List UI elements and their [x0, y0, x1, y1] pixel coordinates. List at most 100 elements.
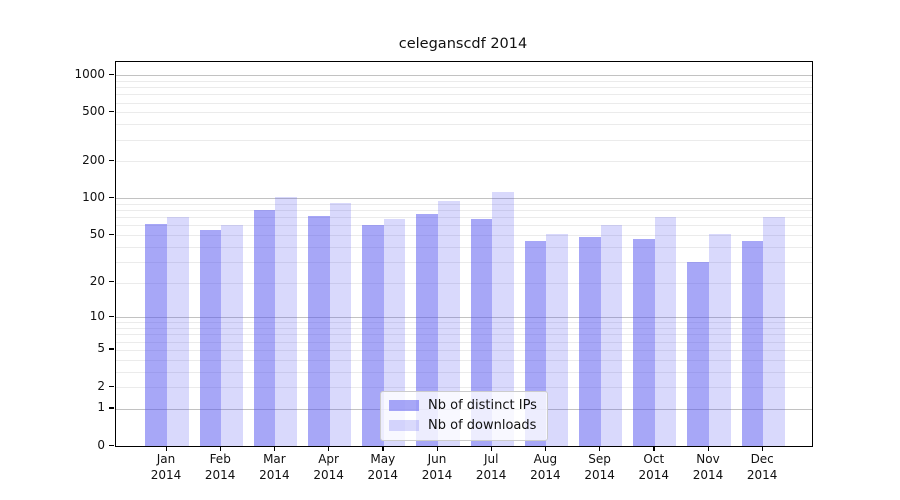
bar-distinct-ips-oct: [633, 239, 655, 446]
x-tick-mark: [544, 446, 547, 451]
x-tick-mark: [490, 446, 492, 451]
x-tick-label: Nov 2014: [692, 452, 724, 482]
gridline-minor: [116, 217, 812, 219]
gridline-minor: [116, 261, 812, 263]
gridline-minor: [116, 341, 812, 343]
legend-item-downloads: Nb of downloads: [389, 418, 537, 433]
x-tick-label: Dec 2014: [746, 452, 778, 482]
x-tick-label: Sep 2014: [584, 452, 615, 482]
x-tick-label: Aug 2014: [530, 452, 561, 482]
gridline-minor: [116, 87, 812, 89]
bar-downloads-sep: [600, 225, 623, 446]
gridline-minor: [116, 334, 812, 336]
gridline-minor: [116, 387, 812, 388]
legend-item-distinct-ips: Nb of distinct IPs: [389, 398, 537, 413]
y-tick-mark: [109, 348, 114, 350]
x-tick-mark: [599, 446, 601, 451]
bar-downloads-jul: [492, 192, 514, 446]
legend: Nb of distinct IPs Nb of downloads: [380, 391, 548, 441]
x-tick-mark: [219, 446, 221, 451]
x-tick-mark: [707, 446, 709, 451]
bar-distinct-ips-jun: [416, 213, 438, 446]
gridline-minor: [116, 112, 812, 114]
y-tick-label: 500: [82, 103, 105, 118]
gridline-minor: [116, 124, 812, 126]
bar-distinct-ips-nov: [687, 261, 709, 446]
bar-downloads-jun: [438, 201, 460, 446]
gridline-minor: [116, 246, 812, 248]
gridline-minor: [116, 235, 812, 236]
gridline-minor: [116, 102, 812, 104]
y-tick-label: 1: [97, 400, 105, 415]
y-tick-mark: [109, 444, 114, 446]
x-tick-mark: [273, 446, 276, 451]
bar-downloads-mar: [275, 196, 298, 446]
bar-downloads-nov: [709, 234, 731, 446]
y-tick-mark: [109, 196, 114, 199]
bar-downloads-feb: [221, 225, 243, 446]
legend-swatch-downloads: [389, 420, 419, 431]
x-tick-label: Jul 2014: [475, 452, 507, 482]
y-tick-label: 5: [97, 341, 105, 356]
gridline-minor: [116, 371, 812, 373]
bar-distinct-ips-feb: [199, 230, 222, 446]
gridline-major: [116, 198, 812, 200]
y-tick-label: 50: [89, 226, 105, 241]
bar-distinct-ips-jul: [470, 218, 493, 446]
x-tick-label: May 2014: [367, 452, 399, 482]
y-tick-mark: [109, 385, 114, 387]
y-tick-label: 20: [89, 274, 105, 289]
bar-downloads-apr: [329, 203, 352, 446]
y-tick-mark: [109, 407, 114, 409]
gridline-major: [116, 317, 812, 319]
x-tick-label: Feb 2014: [204, 452, 236, 482]
x-tick-label: Jun 2014: [421, 452, 453, 482]
y-tick-mark: [109, 315, 114, 318]
gridline-minor: [116, 80, 812, 82]
y-tick-label: 2: [97, 378, 105, 393]
gridline-minor: [116, 225, 812, 227]
y-tick-mark: [109, 233, 114, 235]
bar-distinct-ips-sep: [578, 237, 601, 446]
gridline-minor: [116, 359, 812, 361]
bar-downloads-jan: [167, 216, 189, 446]
y-tick-mark: [109, 159, 114, 162]
bar-distinct-ips-apr: [307, 215, 330, 446]
gridline-minor: [116, 139, 812, 141]
bar-distinct-ips-mar: [253, 210, 276, 446]
gridline-minor: [116, 322, 812, 324]
y-tick-label: 0: [97, 437, 105, 452]
x-tick-label: Apr 2014: [313, 452, 344, 482]
x-tick-mark: [165, 446, 167, 451]
bar-downloads-oct: [654, 217, 677, 446]
legend-swatch-distinct-ips: [389, 400, 419, 411]
y-tick-mark: [109, 73, 114, 75]
x-tick-mark: [761, 446, 763, 451]
bar-distinct-ips-dec: [741, 240, 764, 446]
gridline-minor: [116, 210, 812, 212]
bar-distinct-ips-may: [362, 225, 384, 446]
x-tick-label: Oct 2014: [638, 452, 670, 482]
gridline-minor: [116, 282, 812, 284]
gridline-major: [116, 75, 812, 77]
legend-label-distinct-ips: Nb of distinct IPs: [428, 398, 537, 413]
x-tick-label: Jan 2014: [150, 452, 182, 482]
bar-distinct-ips-jan: [145, 223, 167, 446]
bar-downloads-may: [383, 218, 406, 446]
x-tick-mark: [653, 446, 655, 451]
bar-downloads-dec: [763, 217, 785, 446]
gridline-minor: [116, 328, 812, 330]
legend-label-downloads: Nb of downloads: [428, 418, 537, 433]
y-tick-mark: [109, 281, 114, 283]
y-tick-label: 1000: [74, 66, 105, 81]
y-tick-label: 200: [82, 152, 105, 167]
x-tick-mark: [382, 446, 384, 451]
x-tick-label: Mar 2014: [259, 452, 290, 482]
gridline-minor: [116, 203, 812, 205]
bar-downloads-aug: [546, 234, 569, 446]
y-tick-label: 10: [89, 308, 105, 323]
gridline-minor: [116, 94, 812, 96]
y-tick-mark: [109, 110, 114, 113]
x-tick-mark: [328, 446, 330, 451]
